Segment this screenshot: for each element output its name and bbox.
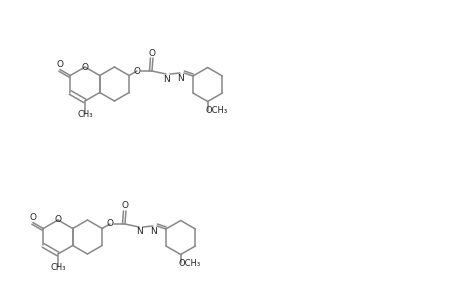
Text: N: N xyxy=(163,74,170,83)
Text: OCH₃: OCH₃ xyxy=(205,106,227,115)
Text: O: O xyxy=(106,220,113,229)
Text: O: O xyxy=(54,215,62,224)
Text: O: O xyxy=(121,202,128,211)
Text: N: N xyxy=(136,227,143,236)
Text: OCH₃: OCH₃ xyxy=(178,259,200,268)
Text: O: O xyxy=(81,62,88,71)
Text: N: N xyxy=(150,226,157,236)
Text: O: O xyxy=(148,49,155,58)
Text: CH₃: CH₃ xyxy=(50,262,66,272)
Text: CH₃: CH₃ xyxy=(77,110,93,118)
Text: O: O xyxy=(133,67,140,76)
Text: O: O xyxy=(56,60,63,69)
Text: N: N xyxy=(177,74,184,82)
Text: O: O xyxy=(29,213,36,222)
